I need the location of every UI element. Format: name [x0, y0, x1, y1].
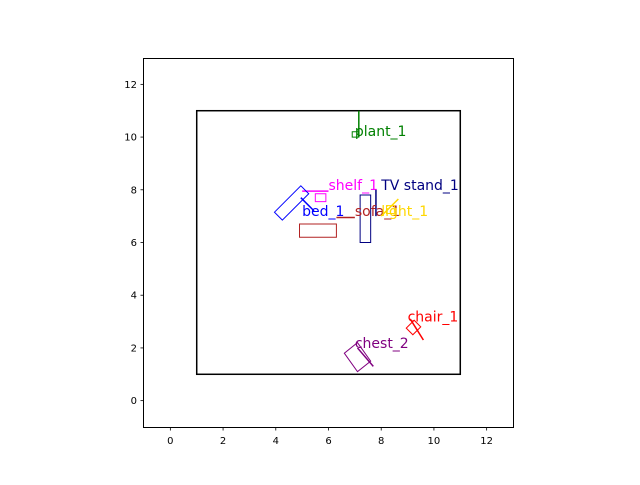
tv-stand-1-footprint	[359, 194, 372, 243]
chest-2-orientation-line	[356, 347, 374, 367]
shelf-1-label: shelf_1	[329, 178, 379, 194]
y-tick-label: 4	[131, 291, 137, 302]
light-1-orientation-line	[380, 198, 399, 217]
light-1-label: light_1	[381, 204, 428, 220]
x-tick-label: 6	[325, 436, 331, 447]
x-tick-label: 8	[378, 436, 384, 447]
tv-stand-1-label: TV stand_1	[380, 178, 459, 194]
x-tick-label: 10	[428, 436, 441, 447]
y-tick-label: 10	[124, 133, 137, 144]
chair-1-footprint	[405, 319, 422, 336]
y-tick-label: 8	[131, 185, 137, 196]
x-tick-label: 2	[220, 436, 226, 447]
bed-1-footprint	[273, 185, 310, 221]
y-tick-label: 2	[131, 343, 137, 354]
chest-2-footprint	[343, 341, 372, 373]
ticks-layer: 0 2 4 6 8 10 12 0 2 4 6 8 10 12	[124, 80, 493, 447]
chair-1-orientation-line	[409, 318, 425, 341]
y-tick-label: 6	[131, 238, 137, 249]
plant-1-label: plant_1	[355, 124, 407, 140]
y-tick-label: 12	[124, 80, 137, 91]
bed-1-orientation-line	[300, 197, 315, 212]
chair-1-label: chair_1	[408, 310, 459, 326]
x-tick-label: 12	[480, 436, 493, 447]
room-boundary	[195, 109, 462, 376]
chest-2-label: chest_2	[355, 336, 409, 352]
sofa-1-footprint	[299, 223, 337, 238]
plot-area-frame	[143, 58, 514, 428]
light-1-footprint	[385, 205, 395, 215]
x-tick-label: 4	[273, 436, 279, 447]
bed-1-label: bed_1	[302, 204, 344, 220]
shelf-1-footprint	[314, 193, 327, 203]
x-tick-label: 0	[167, 436, 173, 447]
y-tick-label: 0	[131, 396, 137, 407]
